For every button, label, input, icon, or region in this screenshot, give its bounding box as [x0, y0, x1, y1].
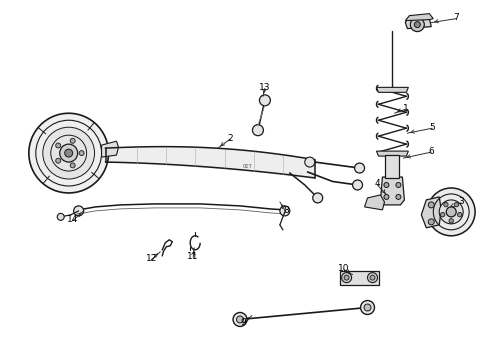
Circle shape	[342, 273, 352, 283]
Text: OIT: OIT	[243, 163, 253, 168]
Circle shape	[344, 275, 349, 280]
Circle shape	[65, 149, 73, 157]
Text: 3: 3	[458, 197, 464, 206]
Circle shape	[415, 22, 420, 28]
Text: 14: 14	[67, 215, 78, 224]
Polygon shape	[380, 177, 404, 205]
Circle shape	[57, 213, 64, 220]
Circle shape	[439, 200, 463, 224]
Circle shape	[384, 194, 389, 199]
Circle shape	[428, 202, 434, 208]
Circle shape	[441, 212, 445, 217]
Circle shape	[280, 206, 290, 216]
Polygon shape	[386, 155, 399, 178]
Text: 11: 11	[188, 252, 199, 261]
Text: 9: 9	[240, 318, 246, 327]
Polygon shape	[365, 195, 385, 210]
Circle shape	[449, 219, 453, 223]
Circle shape	[454, 202, 459, 207]
Polygon shape	[376, 151, 408, 156]
Circle shape	[444, 202, 448, 207]
Circle shape	[56, 143, 61, 148]
Circle shape	[313, 193, 323, 203]
Polygon shape	[101, 141, 119, 157]
Polygon shape	[376, 87, 408, 92]
Circle shape	[368, 273, 377, 283]
Circle shape	[259, 95, 270, 106]
Text: 4: 4	[375, 180, 380, 189]
Text: 1: 1	[402, 104, 408, 113]
Circle shape	[70, 163, 75, 168]
Circle shape	[237, 316, 244, 323]
Circle shape	[56, 158, 61, 163]
Circle shape	[29, 113, 108, 193]
Circle shape	[370, 275, 375, 280]
Circle shape	[458, 212, 462, 217]
Circle shape	[396, 194, 401, 199]
Circle shape	[384, 183, 389, 188]
Text: 10: 10	[338, 264, 349, 273]
Circle shape	[446, 207, 456, 217]
Circle shape	[361, 301, 374, 315]
Circle shape	[79, 150, 84, 156]
Circle shape	[355, 163, 365, 173]
Text: 8: 8	[283, 206, 289, 215]
Text: 12: 12	[146, 254, 157, 263]
Circle shape	[427, 188, 475, 236]
Polygon shape	[405, 19, 431, 28]
Text: 2: 2	[227, 134, 233, 143]
Circle shape	[428, 219, 434, 225]
Text: 7: 7	[453, 13, 459, 22]
Circle shape	[233, 312, 247, 327]
Polygon shape	[421, 197, 441, 228]
Circle shape	[60, 144, 77, 162]
Circle shape	[410, 18, 424, 32]
Text: 13: 13	[259, 83, 270, 92]
Polygon shape	[405, 14, 433, 21]
Text: 6: 6	[428, 147, 434, 156]
Polygon shape	[340, 271, 379, 285]
Circle shape	[396, 183, 401, 188]
Circle shape	[353, 180, 363, 190]
Circle shape	[252, 125, 264, 136]
Circle shape	[74, 206, 84, 216]
Text: 5: 5	[429, 123, 435, 132]
Circle shape	[70, 138, 75, 143]
Circle shape	[364, 304, 371, 311]
Circle shape	[305, 157, 315, 167]
Circle shape	[43, 127, 95, 179]
